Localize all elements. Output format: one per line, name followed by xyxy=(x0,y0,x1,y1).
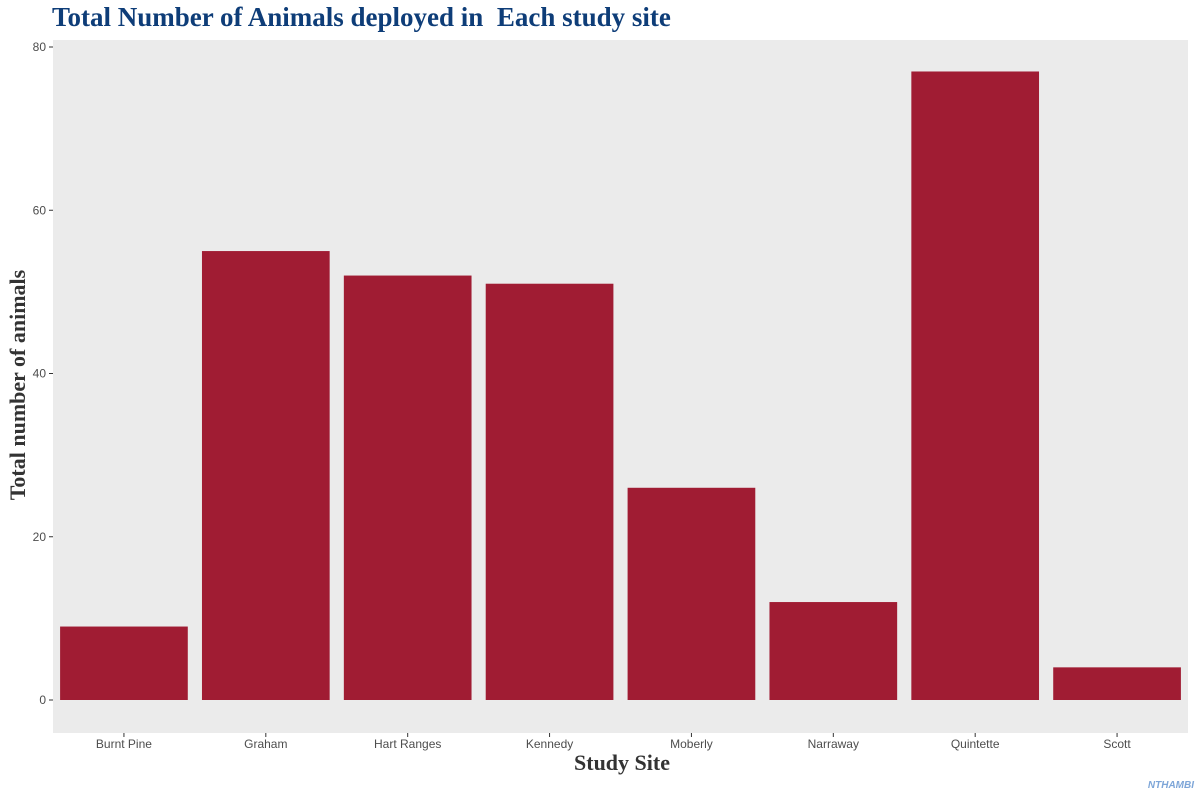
y-axis: 0 20 40 60 80 xyxy=(33,40,53,707)
x-tick-label: Scott xyxy=(1103,737,1131,751)
bar-narraway xyxy=(769,602,898,700)
bar-scott xyxy=(1053,667,1181,700)
y-tick-label: 40 xyxy=(33,367,47,381)
caption: NTHAMBI xyxy=(1147,780,1194,791)
chart-title: Total Number of Animals deployed in Each… xyxy=(52,2,671,32)
x-tick-label: Burnt Pine xyxy=(96,737,152,751)
x-axis: Burnt Pine Graham Hart Ranges Kennedy Moberl… xyxy=(96,733,1131,751)
bars-group xyxy=(60,71,1181,701)
bar-quintette xyxy=(911,71,1040,701)
y-tick-label: 60 xyxy=(33,203,47,217)
x-tick-label: Moberly xyxy=(670,737,713,751)
bar-moberly xyxy=(627,487,756,700)
bar-graham xyxy=(201,251,330,700)
x-tick-label: Narraway xyxy=(808,737,859,751)
bar-hart-ranges xyxy=(343,275,472,700)
x-tick-label: Graham xyxy=(244,737,287,751)
x-tick-label: Kennedy xyxy=(526,737,573,751)
y-tick-label: 0 xyxy=(39,693,46,707)
bar-kennedy xyxy=(485,283,614,700)
x-axis-title: Study Site xyxy=(574,750,670,775)
y-tick-label: 20 xyxy=(33,530,47,544)
y-axis-title: Total number of animals xyxy=(5,269,30,501)
x-tick-label: Quintette xyxy=(951,737,1000,751)
y-tick-label: 80 xyxy=(33,40,47,54)
bar-burnt-pine xyxy=(60,626,188,700)
x-tick-label: Hart Ranges xyxy=(374,737,441,751)
